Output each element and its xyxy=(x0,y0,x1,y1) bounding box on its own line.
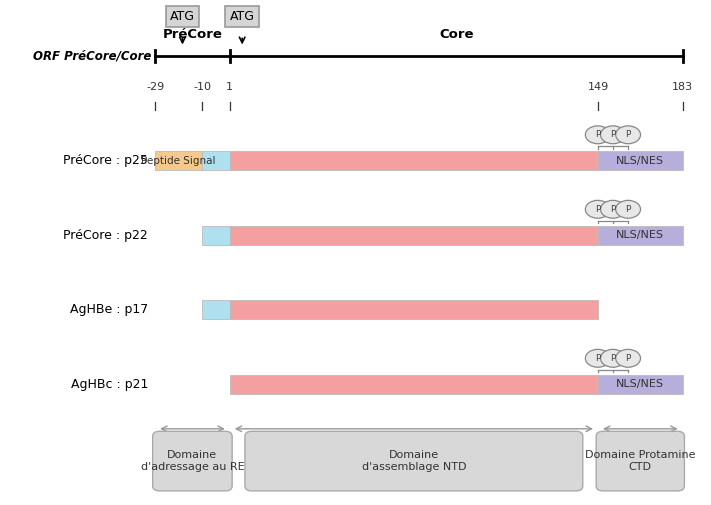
Text: P: P xyxy=(626,205,631,214)
Text: 1: 1 xyxy=(226,82,233,92)
FancyBboxPatch shape xyxy=(153,431,232,491)
FancyBboxPatch shape xyxy=(155,151,203,170)
Text: Core: Core xyxy=(439,28,474,41)
Text: P: P xyxy=(595,354,601,363)
FancyBboxPatch shape xyxy=(598,151,683,170)
FancyBboxPatch shape xyxy=(203,300,230,319)
Text: P: P xyxy=(595,130,601,139)
Text: PréCore: PréCore xyxy=(163,28,223,41)
Text: ATG: ATG xyxy=(230,10,255,23)
Text: P: P xyxy=(626,130,631,139)
FancyBboxPatch shape xyxy=(203,226,230,244)
Circle shape xyxy=(585,349,610,367)
Circle shape xyxy=(616,349,641,367)
Text: P: P xyxy=(610,130,616,139)
Text: -10: -10 xyxy=(193,82,211,92)
FancyBboxPatch shape xyxy=(598,226,683,244)
Text: PréCore : p22: PréCore : p22 xyxy=(63,229,148,241)
Text: P: P xyxy=(595,205,601,214)
Text: Peptide Signal: Peptide Signal xyxy=(141,156,216,166)
Text: P: P xyxy=(626,354,631,363)
Text: P: P xyxy=(610,205,616,214)
Text: NLS/NES: NLS/NES xyxy=(616,156,664,166)
Circle shape xyxy=(616,200,641,218)
FancyBboxPatch shape xyxy=(230,375,598,393)
Text: -29: -29 xyxy=(146,82,164,92)
Circle shape xyxy=(585,200,610,218)
FancyBboxPatch shape xyxy=(245,431,583,491)
Circle shape xyxy=(601,126,626,144)
FancyBboxPatch shape xyxy=(597,431,685,491)
Circle shape xyxy=(601,200,626,218)
Text: ATG: ATG xyxy=(170,10,195,23)
Text: Domaine
d'adressage au RE: Domaine d'adressage au RE xyxy=(141,450,244,472)
FancyBboxPatch shape xyxy=(203,151,230,170)
Text: AgHBe : p17: AgHBe : p17 xyxy=(70,303,148,316)
Text: ORF PréCore/Core: ORF PréCore/Core xyxy=(33,50,151,63)
Text: 149: 149 xyxy=(587,82,609,92)
Text: NLS/NES: NLS/NES xyxy=(616,230,664,240)
Text: Domaine Protamine
CTD: Domaine Protamine CTD xyxy=(585,450,695,472)
Circle shape xyxy=(616,126,641,144)
FancyBboxPatch shape xyxy=(598,375,683,393)
Circle shape xyxy=(585,126,610,144)
FancyBboxPatch shape xyxy=(230,151,598,170)
Text: Domaine
d'assemblage NTD: Domaine d'assemblage NTD xyxy=(362,450,466,472)
FancyBboxPatch shape xyxy=(230,226,598,244)
Text: 183: 183 xyxy=(672,82,693,92)
Circle shape xyxy=(601,349,626,367)
Text: P: P xyxy=(610,354,616,363)
FancyBboxPatch shape xyxy=(230,300,598,319)
Text: AgHBc : p21: AgHBc : p21 xyxy=(71,378,148,390)
Text: NLS/NES: NLS/NES xyxy=(616,379,664,389)
Text: PréCore : p25: PréCore : p25 xyxy=(63,154,148,167)
